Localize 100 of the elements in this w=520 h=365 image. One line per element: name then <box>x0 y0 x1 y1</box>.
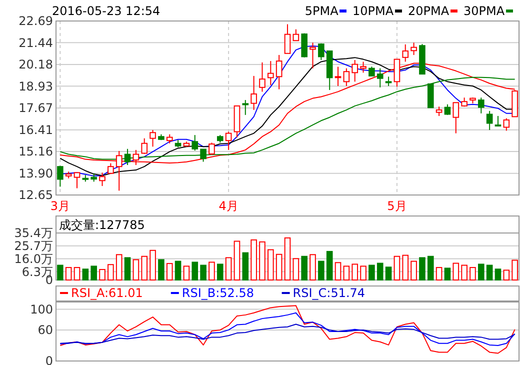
bar <box>427 256 434 280</box>
candlestick <box>368 66 375 76</box>
bar <box>234 240 240 280</box>
bar <box>276 254 282 280</box>
legend-label: RSI_B:52.58 <box>182 286 254 300</box>
line-series <box>60 312 516 346</box>
candlestick <box>410 42 417 56</box>
bar <box>250 239 257 280</box>
bar <box>74 267 80 280</box>
candlestick <box>192 134 198 152</box>
bar <box>216 264 224 280</box>
bar <box>444 268 451 280</box>
candlestick <box>334 66 342 86</box>
y-tick-label: 35.4万 <box>14 226 53 240</box>
bar <box>410 260 417 280</box>
candlestick <box>301 32 308 58</box>
legend-label: 5PMA <box>304 4 340 18</box>
candlestick <box>360 61 366 74</box>
line-series <box>60 324 516 344</box>
bar <box>90 266 98 280</box>
bar <box>292 258 300 280</box>
bar <box>284 237 291 280</box>
bar <box>200 264 206 280</box>
bar <box>158 259 164 280</box>
candlestick <box>402 44 409 62</box>
y-tick-label: 100 <box>30 302 53 316</box>
bar <box>174 260 182 280</box>
bar <box>385 266 392 280</box>
bar <box>310 254 316 280</box>
bar <box>259 241 266 280</box>
candlestick <box>284 24 291 54</box>
y-tick-label: 0 <box>45 354 53 365</box>
bar <box>242 252 249 280</box>
x-tick-label: 3月 <box>50 199 70 213</box>
y-tick-label: 22.69 <box>18 14 53 28</box>
candlestick <box>376 68 384 88</box>
y-tick-label: 15.16 <box>18 144 53 159</box>
bar <box>503 270 510 280</box>
x-tick-label: 4月 <box>218 199 238 213</box>
bar <box>402 254 409 280</box>
candlestick <box>268 60 274 86</box>
bar <box>124 257 131 280</box>
legend-label: 10PMA <box>352 4 394 18</box>
bar <box>368 264 375 280</box>
bar <box>301 256 308 280</box>
bar <box>419 257 426 280</box>
candlestick <box>99 172 106 186</box>
legend-label: 30PMA <box>464 4 506 18</box>
bar <box>192 262 198 280</box>
candlestick <box>478 97 484 114</box>
bar <box>478 264 484 280</box>
bar <box>208 262 215 280</box>
candlestick <box>292 28 300 42</box>
y-tick-label: 60 <box>38 323 53 338</box>
bar <box>268 249 274 280</box>
legend-label: 20PMA <box>408 4 450 18</box>
bar <box>141 256 148 280</box>
candlestick <box>503 118 510 132</box>
bar <box>150 250 156 280</box>
bar <box>343 266 350 280</box>
bar <box>461 264 468 280</box>
y-tick-label: 16.41 <box>18 123 53 138</box>
y-tick-label: 25.7万 <box>14 239 53 254</box>
y-tick-label: 20.18 <box>18 58 53 72</box>
candlestick <box>208 142 215 156</box>
candlestick <box>166 134 173 144</box>
candlestick <box>250 75 257 110</box>
bar <box>494 268 502 280</box>
bar <box>470 267 476 280</box>
bar <box>436 267 442 280</box>
line-series <box>60 305 516 354</box>
y-tick-label: 16.0万 <box>14 252 53 266</box>
candlestick <box>436 106 442 116</box>
bar <box>99 269 106 280</box>
bar <box>352 264 358 280</box>
bar <box>116 254 122 280</box>
candlestick <box>352 59 358 82</box>
candlestick <box>225 131 232 150</box>
bar <box>166 263 173 280</box>
candlestick <box>150 130 156 148</box>
bar <box>394 256 400 280</box>
candlestick <box>343 68 350 86</box>
legend-label: RSI_C:51.74 <box>292 286 366 300</box>
bar <box>108 264 114 280</box>
candlestick <box>74 172 80 189</box>
candlestick <box>310 42 316 69</box>
x-tick-label: 5月 <box>387 199 407 213</box>
bar <box>183 266 190 280</box>
candlestick <box>276 54 282 90</box>
bar <box>65 267 72 280</box>
candlestick <box>444 104 451 116</box>
candlestick <box>57 165 64 188</box>
bar <box>82 268 89 280</box>
bar <box>376 262 384 280</box>
bar <box>360 266 366 280</box>
y-tick-label: 21.44 <box>18 36 53 50</box>
bar <box>225 257 232 280</box>
y-tick-label: 12.65 <box>18 188 53 202</box>
candlestick <box>141 138 148 154</box>
legend-label: RSI_A:61.01 <box>71 286 143 300</box>
